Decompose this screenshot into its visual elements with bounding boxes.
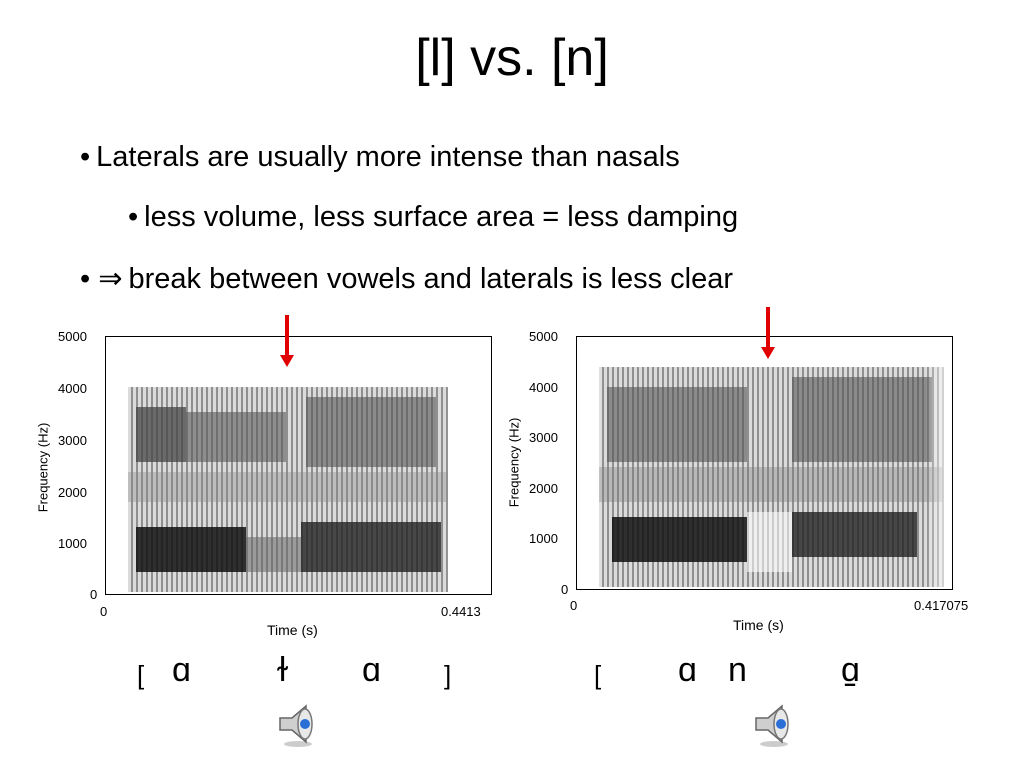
bullet-1: • Laterals are usually more intense than … [80,140,680,174]
speaker-button-1[interactable] [274,700,322,748]
transcription-1-segment-3: ɑ [362,651,381,689]
red-down-arrow-icon [766,307,770,347]
spectrogram-2-ylabel: Frequency (Hz) [506,417,522,508]
transcription-1-segment-2: ɫ [277,651,289,689]
transcription-2-segment-2: n [728,651,747,689]
transcription-2-segment-3: ɑ̠ [841,651,860,689]
red-arrowhead-icon [280,355,294,367]
spectrogram-1-ytick-5000: 5000 [58,329,87,344]
spectrogram-1-ytick-1000: 1000 [58,536,87,551]
spectrogram-1-ytick-0: 0 [90,587,98,602]
spectrogram-1-xlabel: Time (s) [267,622,318,638]
bullet-3-text: break between vowels and laterals is les… [128,263,733,295]
bullet-2: • less volume, less surface area = less d… [128,200,738,234]
bullet-3-mark: • ⇒ [80,263,123,295]
slide-title: [l] vs. [n] [415,29,609,87]
spectrogram-2-ytick-3000: 3000 [529,430,558,445]
spectrogram-2-ytick-5000: 5000 [529,329,558,344]
transcription-1-close-bracket: ] [444,660,452,690]
spectrogram-1-ylabel: Frequency (Hz) [35,422,51,513]
transcription-2-segment-1: ɑ [678,651,697,689]
speaker-icon [755,704,789,747]
transcription-1-open-bracket: [ [137,660,145,690]
spectrogram-2-plot [576,336,953,590]
bullet-2-mark: • [128,201,139,233]
spectrogram-2-xtick-start: 0 [570,598,578,613]
spectrogram-1-plot [105,336,492,595]
spectrogram-2-xlabel: Time (s) [733,617,784,633]
speaker-button-2[interactable] [750,700,798,748]
spectrogram-2-image [577,337,952,589]
spectrogram-1-arrow [280,315,294,367]
transcription-2-open-bracket: [ [594,660,602,690]
red-down-arrow-icon [285,315,289,355]
speaker-icon [279,704,313,747]
spectrogram-1-ytick-2000: 2000 [58,485,87,500]
bullet-2-text: less volume, less surface area = less da… [144,201,739,233]
bullet-3: • ⇒ break between vowels and laterals is … [80,262,733,296]
spectrogram-2-ytick-1000: 1000 [529,531,558,546]
spectrogram-1-ytick-3000: 3000 [58,433,87,448]
bullet-1-text: Laterals are usually more intense than n… [96,141,680,173]
spectrogram-2-ytick-0: 0 [561,582,569,597]
spectrogram-2-ytick-4000: 4000 [529,380,558,395]
transcription-1-segment-1: ɑ [172,651,191,689]
spectrogram-1-ytick-4000: 4000 [58,381,87,396]
red-arrowhead-icon [761,347,775,359]
spectrogram-2-xtick-end: 0.417075 [914,598,969,613]
spectrogram-1-xtick-end: 0.4413 [441,604,481,619]
bullet-1-mark: • [80,141,91,173]
spectrogram-2-arrow [761,307,775,359]
spectrogram-1-image [106,337,491,594]
spectrogram-2-ytick-2000: 2000 [529,481,558,496]
spectrogram-1-xtick-start: 0 [100,604,108,619]
